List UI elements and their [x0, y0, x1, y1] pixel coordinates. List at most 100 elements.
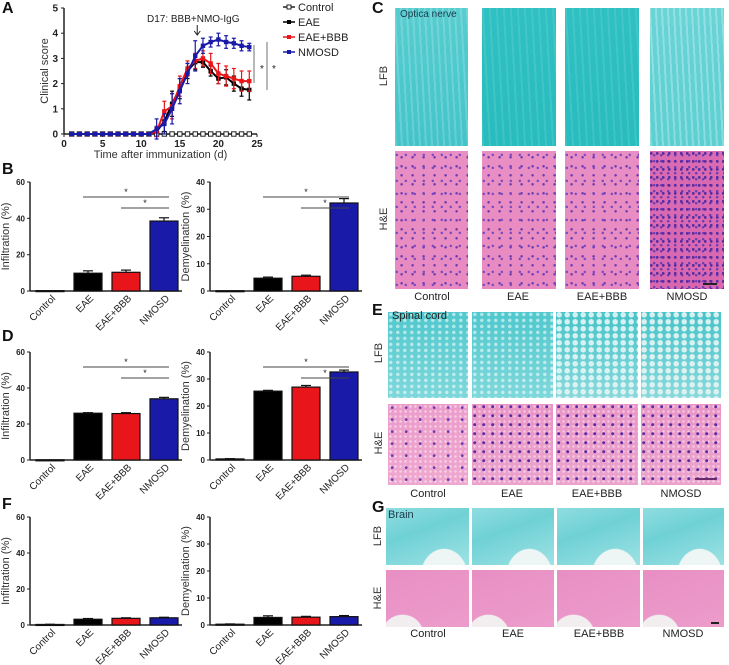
y-tick-label: 40	[196, 178, 205, 187]
y-tick-label: 20	[196, 233, 205, 242]
x-tick-label: Control	[28, 293, 59, 324]
micrograph-optic-lfb-eae	[482, 8, 556, 146]
micrograph-spinal-lfb-control	[388, 312, 468, 398]
significance-star: *	[143, 198, 147, 208]
scale-bar	[695, 478, 715, 480]
y-tick-label: 4	[52, 29, 58, 40]
brain-infiltration-bar-chart: 0 20 40 60 Infiltration (%) Control EAEEAE+BBB…	[0, 513, 182, 665]
tissue-label-spinal-cord: Spinal cord	[392, 310, 448, 322]
micrograph-spinal-lfb-eae	[472, 312, 553, 398]
annotation-d17: D17: BBB+NMO-IgG	[147, 14, 240, 25]
micrograph-brain-lfb-eae	[472, 508, 554, 565]
micrograph-optic-lfb-eae-bbb	[565, 8, 639, 146]
column-label-eae: EAE	[501, 628, 524, 640]
y-tick-label: 20	[196, 402, 205, 411]
panel-label-f: F	[2, 496, 12, 513]
micrograph-optic-he-nmosd	[650, 151, 724, 289]
x-tick-label: EAE+BBB	[274, 462, 314, 500]
y-tick-label: 10	[196, 594, 205, 603]
micrograph-spinal-he-eae	[472, 404, 553, 485]
y-axis-title: Clinical score	[39, 38, 51, 103]
significance-star: *	[260, 64, 264, 75]
column-label-nmosd: NMOSD	[666, 291, 708, 303]
optic-nerve-infiltration-bar-chart: 0 20 40 60 Infiltration (%) Control EAEEAE+BBB…	[0, 178, 182, 334]
bar-eae-bbb	[111, 412, 141, 461]
y-tick-label: 60	[16, 348, 25, 357]
x-tick-label: NMOSD	[318, 627, 352, 661]
x-tick-label: Control	[208, 293, 239, 324]
y-tick-label: 10	[196, 429, 205, 438]
column-label-eae-bbb: EAE+BBB	[576, 291, 628, 303]
micrograph-brain-he-control	[386, 570, 469, 627]
y-tick-label: 20	[196, 567, 205, 576]
y-tick-label: 10	[196, 260, 205, 269]
y-axis-title: Demyelination (%)	[180, 192, 192, 282]
bar-eae	[253, 277, 283, 292]
row-label-lfb: LFB	[373, 342, 385, 364]
y-tick-label: 40	[196, 513, 205, 522]
bar-control	[35, 290, 65, 293]
x-tick-label: EAE+BBB	[274, 293, 314, 333]
column-label-control: Control	[410, 488, 446, 500]
row-label-he: H&E	[378, 207, 390, 231]
y-tick-label: 40	[196, 348, 205, 357]
x-tick-label: NMOSD	[138, 627, 172, 661]
column-label-control: Control	[414, 291, 450, 303]
tissue-label-optic-nerve: Optica nerve	[400, 9, 457, 20]
y-axis-title: Infiltration (%)	[0, 537, 12, 605]
micrograph-optic-he-eae	[482, 151, 556, 289]
y-tick-label: 3	[52, 54, 58, 65]
micrograph-spinal-lfb-eae-bbb	[556, 312, 638, 398]
scale-bar	[711, 622, 719, 624]
optic-nerve-demyelination-bar-chart: 0 10 20 30 40 Demyelination (%) Control EAEEAE+…	[180, 178, 362, 334]
micrograph-spinal-lfb-nmosd	[641, 312, 721, 398]
bar-nmosd	[329, 202, 359, 292]
y-tick-label: 0	[21, 456, 26, 465]
x-tick-label: NMOSD	[318, 293, 352, 327]
panel-label-a: A	[2, 0, 14, 17]
brain-demyelination-bar-chart: 0 10 20 30 40 Demyelination (%) Control EAEEAE+…	[180, 513, 362, 665]
legend-label: EAE	[298, 17, 320, 29]
micrograph-optic-he-eae-bbb	[565, 151, 639, 289]
column-label-eae: EAE	[500, 488, 523, 500]
x-tick-label: EAE	[74, 462, 96, 484]
bar-eae-bbb	[111, 617, 141, 626]
x-tick-label: EAE	[254, 627, 276, 649]
scale-bar	[703, 283, 717, 285]
bar-eae	[253, 390, 283, 461]
y-tick-label: 20	[16, 251, 25, 260]
tissue-label-brain: Brain	[388, 509, 414, 521]
y-tick-label: 2	[52, 79, 58, 90]
bar-eae	[73, 412, 103, 461]
bar-nmosd	[149, 220, 179, 292]
micrograph-brain-he-eae-bbb	[557, 570, 640, 627]
y-tick-label: 40	[16, 384, 25, 393]
x-tick-label: EAE+BBB	[94, 462, 134, 500]
panel-label-g: G	[372, 499, 385, 516]
y-tick-label: 0	[52, 130, 58, 141]
arrow-down-icon	[193, 25, 201, 36]
row-label-he: H&E	[373, 431, 385, 455]
micrograph-brain-he-eae	[472, 570, 554, 627]
column-label-eae: EAE	[506, 291, 529, 303]
row-label-he: H&E	[372, 586, 384, 610]
x-tick-label: EAE+BBB	[94, 293, 134, 333]
x-tick-label: EAE	[254, 293, 276, 315]
x-tick-label: EAE	[74, 627, 96, 649]
bar-eae-bbb	[291, 275, 321, 292]
bar-nmosd	[329, 371, 359, 461]
x-tick-label: Control	[208, 627, 239, 658]
significance-star: *	[304, 357, 308, 367]
bar-eae	[253, 616, 283, 626]
bar-eae	[73, 618, 103, 626]
y-tick-label: 40	[16, 214, 25, 223]
x-tick-label: EAE+BBB	[274, 627, 314, 665]
x-axis-title: Time after immunization (d)	[94, 149, 227, 161]
micrograph-brain-he-nmosd	[643, 570, 724, 627]
legend-label: EAE+BBB	[298, 32, 348, 44]
x-tick-label: NMOSD	[138, 462, 172, 496]
x-tick-label: 25	[251, 139, 263, 150]
significance-star: *	[323, 198, 327, 208]
y-tick-label: 40	[16, 549, 25, 558]
